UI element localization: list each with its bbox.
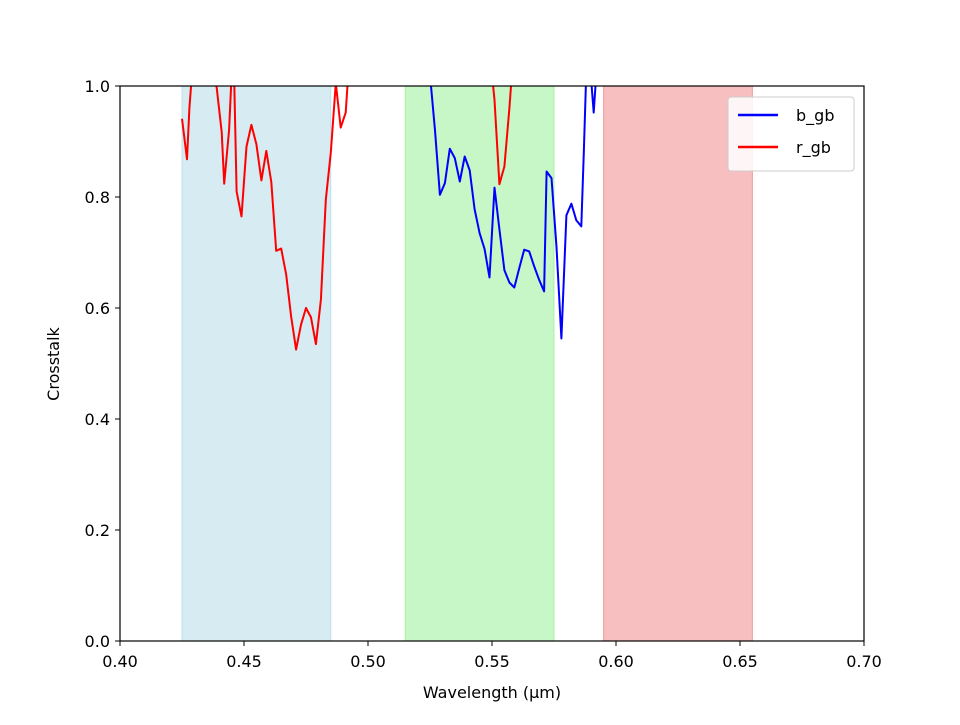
- x-tick-label: 0.45: [226, 652, 262, 671]
- legend-label-r_gb: r_gb: [796, 138, 831, 158]
- legend-label-b_gb: b_gb: [796, 106, 834, 126]
- band-0: [181, 85, 332, 642]
- y-tick-label: 0.2: [85, 521, 110, 540]
- wavelength-bands: [181, 85, 753, 642]
- x-tick-label: 0.50: [350, 652, 386, 671]
- y-axis-ticks: 0.0 0.2 0.4 0.6 0.8 1.0: [85, 77, 120, 651]
- series-line-r_gb-2: [233, 86, 349, 351]
- x-axis-ticks: 0.40 0.45 0.50 0.55 0.60 0.65 0.70: [102, 641, 882, 671]
- y-tick-label: 0.4: [85, 410, 110, 429]
- band-1: [404, 85, 555, 642]
- legend: b_gb r_gb: [727, 96, 855, 172]
- data-lines: [181, 86, 597, 351]
- y-tick-label: 0.6: [85, 299, 110, 318]
- series-line-r_gb-1: [215, 86, 233, 185]
- y-tick-label: 0.0: [85, 632, 110, 651]
- band-2: [603, 85, 753, 642]
- series-line-b_gb-0: [429, 86, 597, 340]
- legend-box: [727, 96, 855, 172]
- series-line-r_gb-0: [181, 86, 193, 161]
- x-tick-label: 0.60: [598, 652, 634, 671]
- x-axis-label: Wavelength (µm): [423, 683, 561, 702]
- x-tick-label: 0.55: [474, 652, 510, 671]
- series-line-r_gb-3: [492, 86, 513, 186]
- y-tick-label: 1.0: [85, 77, 110, 96]
- x-tick-label: 0.40: [102, 652, 138, 671]
- y-axis-label: Crosstalk: [44, 326, 63, 400]
- x-tick-label: 0.65: [722, 652, 758, 671]
- y-tick-label: 0.8: [85, 188, 110, 207]
- x-tick-label: 0.70: [846, 652, 882, 671]
